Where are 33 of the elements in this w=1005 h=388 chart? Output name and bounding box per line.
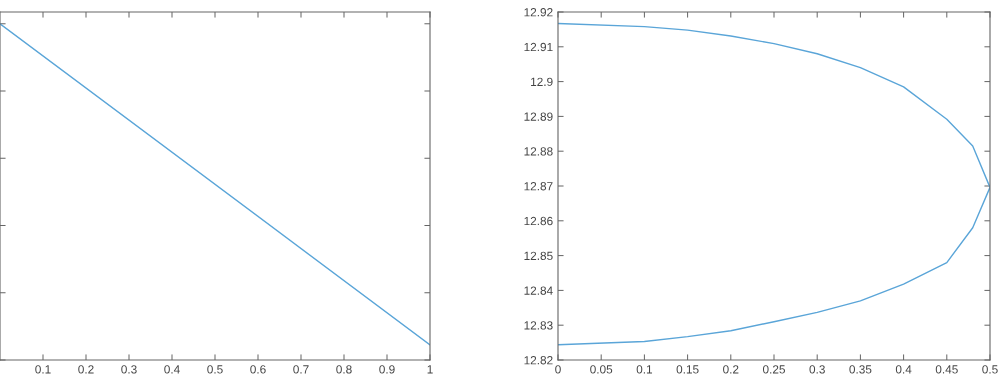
y-tick-label: 12.9: [531, 77, 553, 86]
x-tick-label: 0.3: [809, 365, 825, 374]
x-tick-label: 0.1: [35, 365, 51, 374]
x-tick-label: 0.7: [293, 365, 309, 374]
x-tick-label: 1: [427, 365, 433, 374]
x-tick-label: 0.15: [676, 365, 699, 374]
x-tick-label: 0.3: [121, 365, 137, 374]
y-tick-label: 12.83: [524, 321, 553, 330]
x-tick-label: 0.4: [164, 365, 180, 374]
y-tick-label: 12.86: [524, 216, 553, 226]
y-tick-label: 12.89: [524, 112, 553, 121]
y-tick-label: 12.84: [524, 286, 553, 295]
x-tick-label: 0.4: [895, 365, 912, 374]
line-series: [558, 22, 990, 346]
x-tick-label: 0.25: [762, 365, 785, 374]
y-tick-label: 12.85: [524, 251, 553, 260]
x-tick-label: 0.2: [78, 365, 94, 374]
x-tick-label: 0.1: [636, 365, 653, 374]
x-tick-label: 0.5: [982, 365, 998, 374]
x-tick-label: 0.9: [379, 365, 395, 374]
x-tick-label: 0.5: [207, 365, 223, 374]
x-tick-label: 0: [555, 365, 561, 374]
x-tick-label: 0.05: [590, 365, 613, 374]
x-tick-label: 0.2: [723, 365, 739, 374]
x-tick-label: 0.45: [935, 365, 958, 374]
y-tick-label: 12.88: [524, 147, 553, 156]
y-tick-label: 12.92: [524, 8, 553, 17]
x-tick-label: 0.35: [849, 365, 872, 374]
x-tick-label: 0.8: [336, 365, 352, 374]
y-tick-label: 12.87: [524, 182, 553, 191]
y-tick-label: 12.82: [524, 356, 553, 365]
y-tick-label: 12.91: [524, 42, 553, 52]
x-tick-label: 0.6: [250, 365, 266, 374]
